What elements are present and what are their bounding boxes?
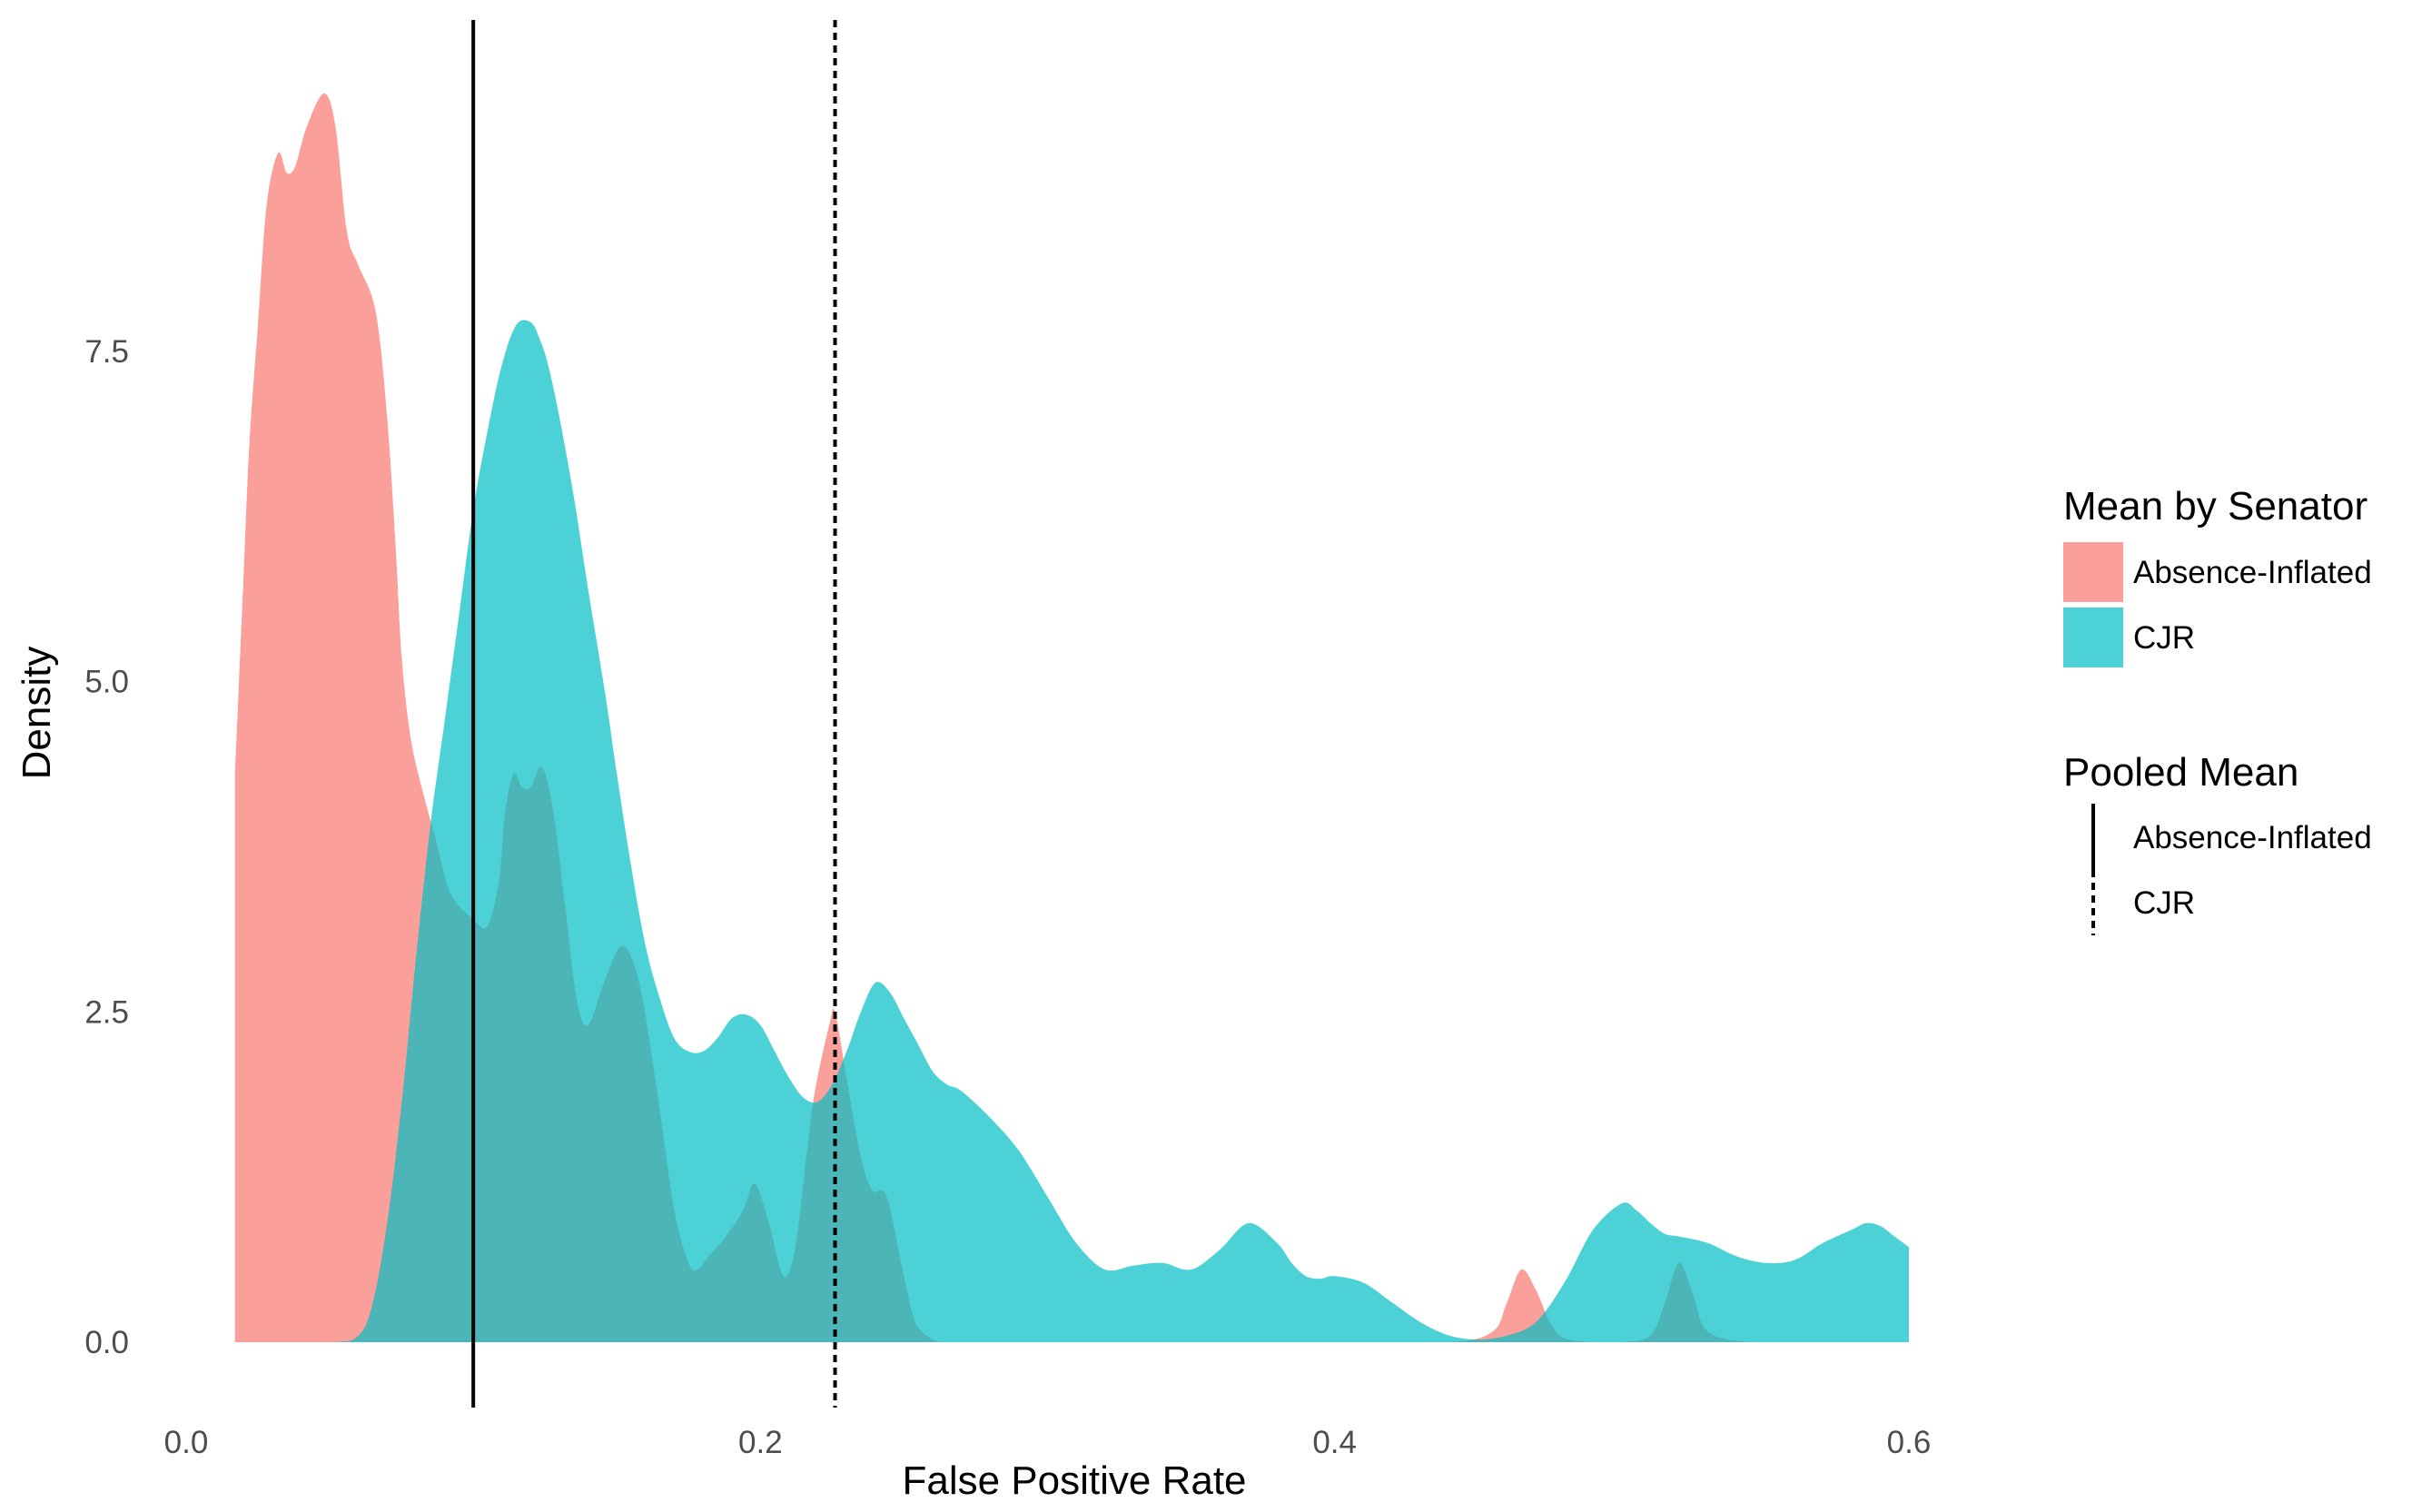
legend-label-absence-inflated: Absence-Inflated [2133,555,2372,590]
legend-title-mean-by-senator: Mean by Senator [2063,484,2368,529]
legend-label-pooled-cjr: CJR [2133,885,2195,921]
x-tick-label: 0.2 [738,1425,783,1460]
pooled-mean-lines [471,20,837,1408]
density-area-cjr [234,320,1910,1343]
y-tick-label: 7.5 [84,334,129,370]
plot-area [234,20,1910,1408]
y-tick-label: 0.0 [84,1325,129,1360]
x-tick-label: 0.6 [1887,1425,1932,1460]
y-tick-label: 2.5 [84,994,129,1030]
legend-swatch-cjr [2063,608,2123,667]
y-axis-title: Density [15,647,59,780]
legend-swatch-absence-inflated [2063,542,2123,602]
x-axis-title: False Positive Rate [902,1458,1246,1503]
density-areas [234,94,1910,1343]
legend-label-pooled-absence-inflated: Absence-Inflated [2133,820,2372,855]
x-tick-label: 0.0 [164,1425,209,1460]
x-axis-ticks: 0.0 0.2 0.4 0.6 [164,1425,1932,1460]
y-axis-ticks: 0.0 2.5 5.0 7.5 [84,334,129,1360]
legend-label-cjr: CJR [2133,620,2195,656]
x-tick-label: 0.4 [1312,1425,1357,1460]
legend-title-pooled-mean: Pooled Mean [2063,750,2298,795]
legend-mean-by-senator: Mean by Senator Absence-Inflated CJR [2063,484,2372,667]
legend-pooled-mean: Pooled Mean Absence-Inflated CJR [2063,750,2372,935]
y-tick-label: 5.0 [84,665,129,700]
